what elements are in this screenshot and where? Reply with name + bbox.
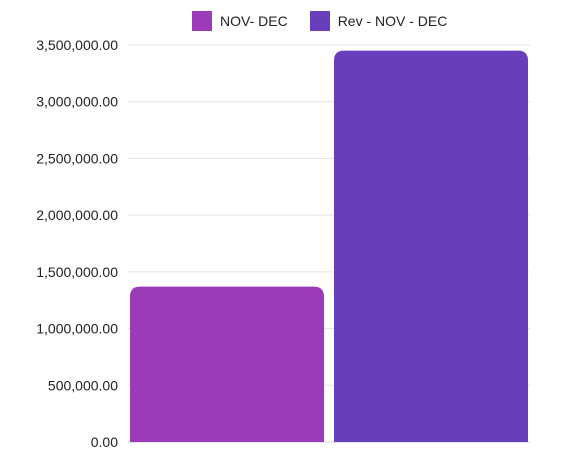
y-tick-label-3: 1,500,000.00 xyxy=(36,264,118,280)
y-tick-label-5: 2,500,000.00 xyxy=(36,150,118,166)
y-tick-label-6: 3,000,000.00 xyxy=(36,94,118,110)
legend-label-nov-dec: NOV- DEC xyxy=(220,13,288,29)
legend-item-rev-nov-dec[interactable]: Rev - NOV - DEC xyxy=(309,11,448,31)
chart-legend: NOV- DEC Rev - NOV - DEC xyxy=(192,11,447,31)
bar-rev-nov-dec[interactable] xyxy=(334,50,528,443)
y-tick-label-2: 1,000,000.00 xyxy=(36,321,118,337)
legend-label-rev-nov-dec: Rev - NOV - DEC xyxy=(337,13,448,29)
y-tick-label-0: 0.00 xyxy=(91,434,118,450)
y-tick-label-1: 500,000.00 xyxy=(48,377,118,393)
y-tick-label-7: 3,500,000.00 xyxy=(36,37,118,53)
legend-swatch-rev-nov-dec xyxy=(309,11,330,31)
legend-item-nov-dec[interactable]: NOV- DEC xyxy=(192,11,288,31)
bar-nov-dec[interactable] xyxy=(130,286,324,442)
y-tick-label-4: 2,000,000.00 xyxy=(36,207,118,223)
legend-swatch-nov-dec xyxy=(192,11,212,31)
